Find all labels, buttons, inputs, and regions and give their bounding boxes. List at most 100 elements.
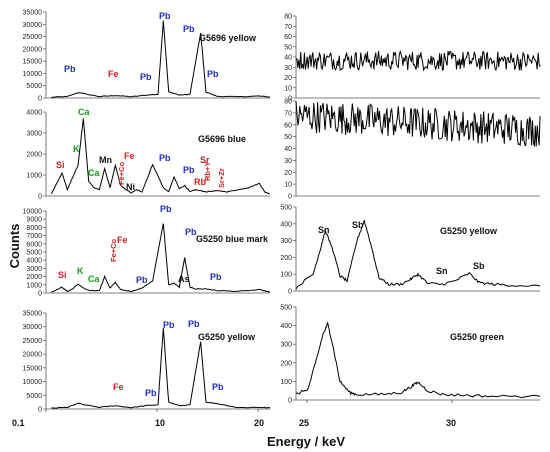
peak-label: Sb (352, 220, 364, 230)
y-tick-label: 0 (288, 289, 292, 296)
y-tick-label: 60 (284, 34, 292, 41)
y-tick-label: 100 (280, 272, 292, 279)
x-tick-marks (45, 400, 453, 412)
peak-label: K (73, 144, 80, 154)
y-tick-label: 4000 (26, 258, 42, 265)
peak-label: As (178, 274, 190, 284)
spectrum-trace (295, 321, 541, 399)
spectrum-panel-5: 0 10 20 30 40 50 60 70 80 (284, 99, 541, 201)
y-tick-label: 40 (284, 146, 292, 153)
y-tick-label: 80 (284, 14, 292, 21)
y-tick-label: 5000 (26, 83, 42, 90)
peak-label: Pb (136, 275, 148, 285)
y-tick-label: 0 (38, 291, 42, 298)
peak-label: Pb (159, 153, 171, 163)
y-tick-label: 1000 (26, 282, 42, 289)
peak-label: Pb (140, 72, 152, 82)
y-tick-label: 35000 (23, 311, 43, 318)
y-tick-label: 80 (284, 99, 292, 106)
y-tick-label: 2000 (26, 274, 42, 281)
y-tick-label: 35000 (23, 10, 43, 17)
y-tick-label: 30000 (23, 22, 43, 29)
peak-label: Rb+Y (203, 162, 212, 181)
peak-label: Ca (78, 107, 90, 117)
y-tick-label: 300 (280, 238, 292, 245)
peak-label: Pb (185, 227, 197, 237)
peak-label: Ni (126, 182, 135, 192)
peak-label: Fe+Co (109, 238, 118, 262)
peak-label: Ca (88, 274, 100, 284)
y-tick-label: 9000 (26, 217, 42, 224)
y-tick-label: 300 (280, 342, 292, 349)
left-x-tick-2: 20 (254, 418, 264, 428)
y-tick-label: 200 (280, 360, 292, 367)
peak-label: Pb (160, 204, 172, 214)
spectrum-trace (295, 100, 541, 147)
peak-label: Pb (183, 165, 195, 175)
y-tick-label: 7000 (26, 233, 42, 240)
right-x-tick-1: 30 (446, 418, 456, 428)
peak-label: Pb (212, 382, 224, 392)
peak-label: Sr+Zr (217, 168, 226, 188)
y-tick-label: 0 (38, 194, 42, 201)
y-tick-label: 6000 (26, 241, 42, 248)
y-tick-label: 30 (284, 65, 292, 72)
y-tick-label: 200 (280, 255, 292, 262)
y-tick-label: 0 (288, 398, 292, 405)
spectrum-trace (50, 118, 271, 195)
y-tick-label: 50 (284, 134, 292, 141)
peak-label: Fe (113, 382, 124, 392)
y-tick-label: 500 (280, 305, 292, 312)
y-tick-label: 60 (284, 122, 292, 129)
y-tick-label: 30000 (23, 324, 43, 331)
y-tick-label: 5000 (26, 393, 42, 400)
peak-label: Pb (183, 24, 195, 34)
y-tick-label: 30 (284, 158, 292, 165)
y-tick-label: 0 (288, 96, 292, 103)
panel-title: G5696 blue (198, 134, 246, 144)
y-tick-label: 100 (280, 379, 292, 386)
left-x-tick-1: 10 (155, 418, 165, 428)
y-tick-label: 10 (284, 85, 292, 92)
spectrum-trace (295, 219, 541, 290)
panel-title: G5250 blue mark (196, 234, 269, 244)
y-tick-label: 10000 (23, 71, 43, 78)
y-tick-label: 70 (284, 24, 292, 31)
y-tick-label: 0 (288, 194, 292, 201)
peak-label: Pb (188, 319, 200, 329)
y-tick-label: 25000 (23, 338, 43, 345)
peak-label: Pb (163, 320, 175, 330)
peak-label: Pb (64, 64, 76, 74)
peak-label: Pb (145, 388, 157, 398)
spectrum-panel-1: 0 1000 2000 3000 4000 G5696 blue Si K Ca Ca Mn FeFe… (26, 107, 271, 201)
y-tick-label: 15000 (23, 365, 43, 372)
y-tick-label: 1000 (26, 173, 42, 180)
y-tick-label: 20000 (23, 352, 43, 359)
y-tick-label: 400 (280, 323, 292, 330)
peak-label: Pb (207, 69, 219, 79)
y-tick-label: 50 (284, 44, 292, 51)
y-tick-label: 0 (38, 407, 42, 414)
spectrum-trace (51, 223, 271, 293)
spectrum-trace (51, 20, 271, 98)
peak-label: Fe+Co (117, 161, 126, 185)
y-tick-label: 10 (284, 182, 292, 189)
y-tick-label: 8000 (26, 225, 42, 232)
left-x-tick-0: 0.1 (12, 418, 25, 428)
peak-label: Fe (124, 151, 135, 161)
x-axis-label: Energy / keV (267, 434, 345, 449)
y-tick-label: 400 (280, 221, 292, 228)
y-tick-label: 2000 (26, 152, 42, 159)
y-tick-label: 4000 (26, 110, 42, 117)
panel-title: G5696 yellow (199, 33, 257, 43)
spectrum-panel-3: 0 5000 10000 15000 20000 25000 30000 35000 G5250… (23, 311, 271, 414)
peak-label: K (77, 266, 84, 276)
y-tick-label: 70 (284, 110, 292, 117)
peak-label: Sn (436, 266, 448, 276)
peak-label: Si (58, 270, 67, 280)
y-tick-label: 15000 (23, 59, 43, 66)
spectrum-panel-4: 0 10 20 30 40 50 60 70 80 (284, 14, 541, 103)
spectrum-panel-0: 0 5000 10000 15000 20000 25000 30000 35000 G5696… (23, 10, 271, 103)
y-axis-label: Counts (7, 224, 22, 269)
